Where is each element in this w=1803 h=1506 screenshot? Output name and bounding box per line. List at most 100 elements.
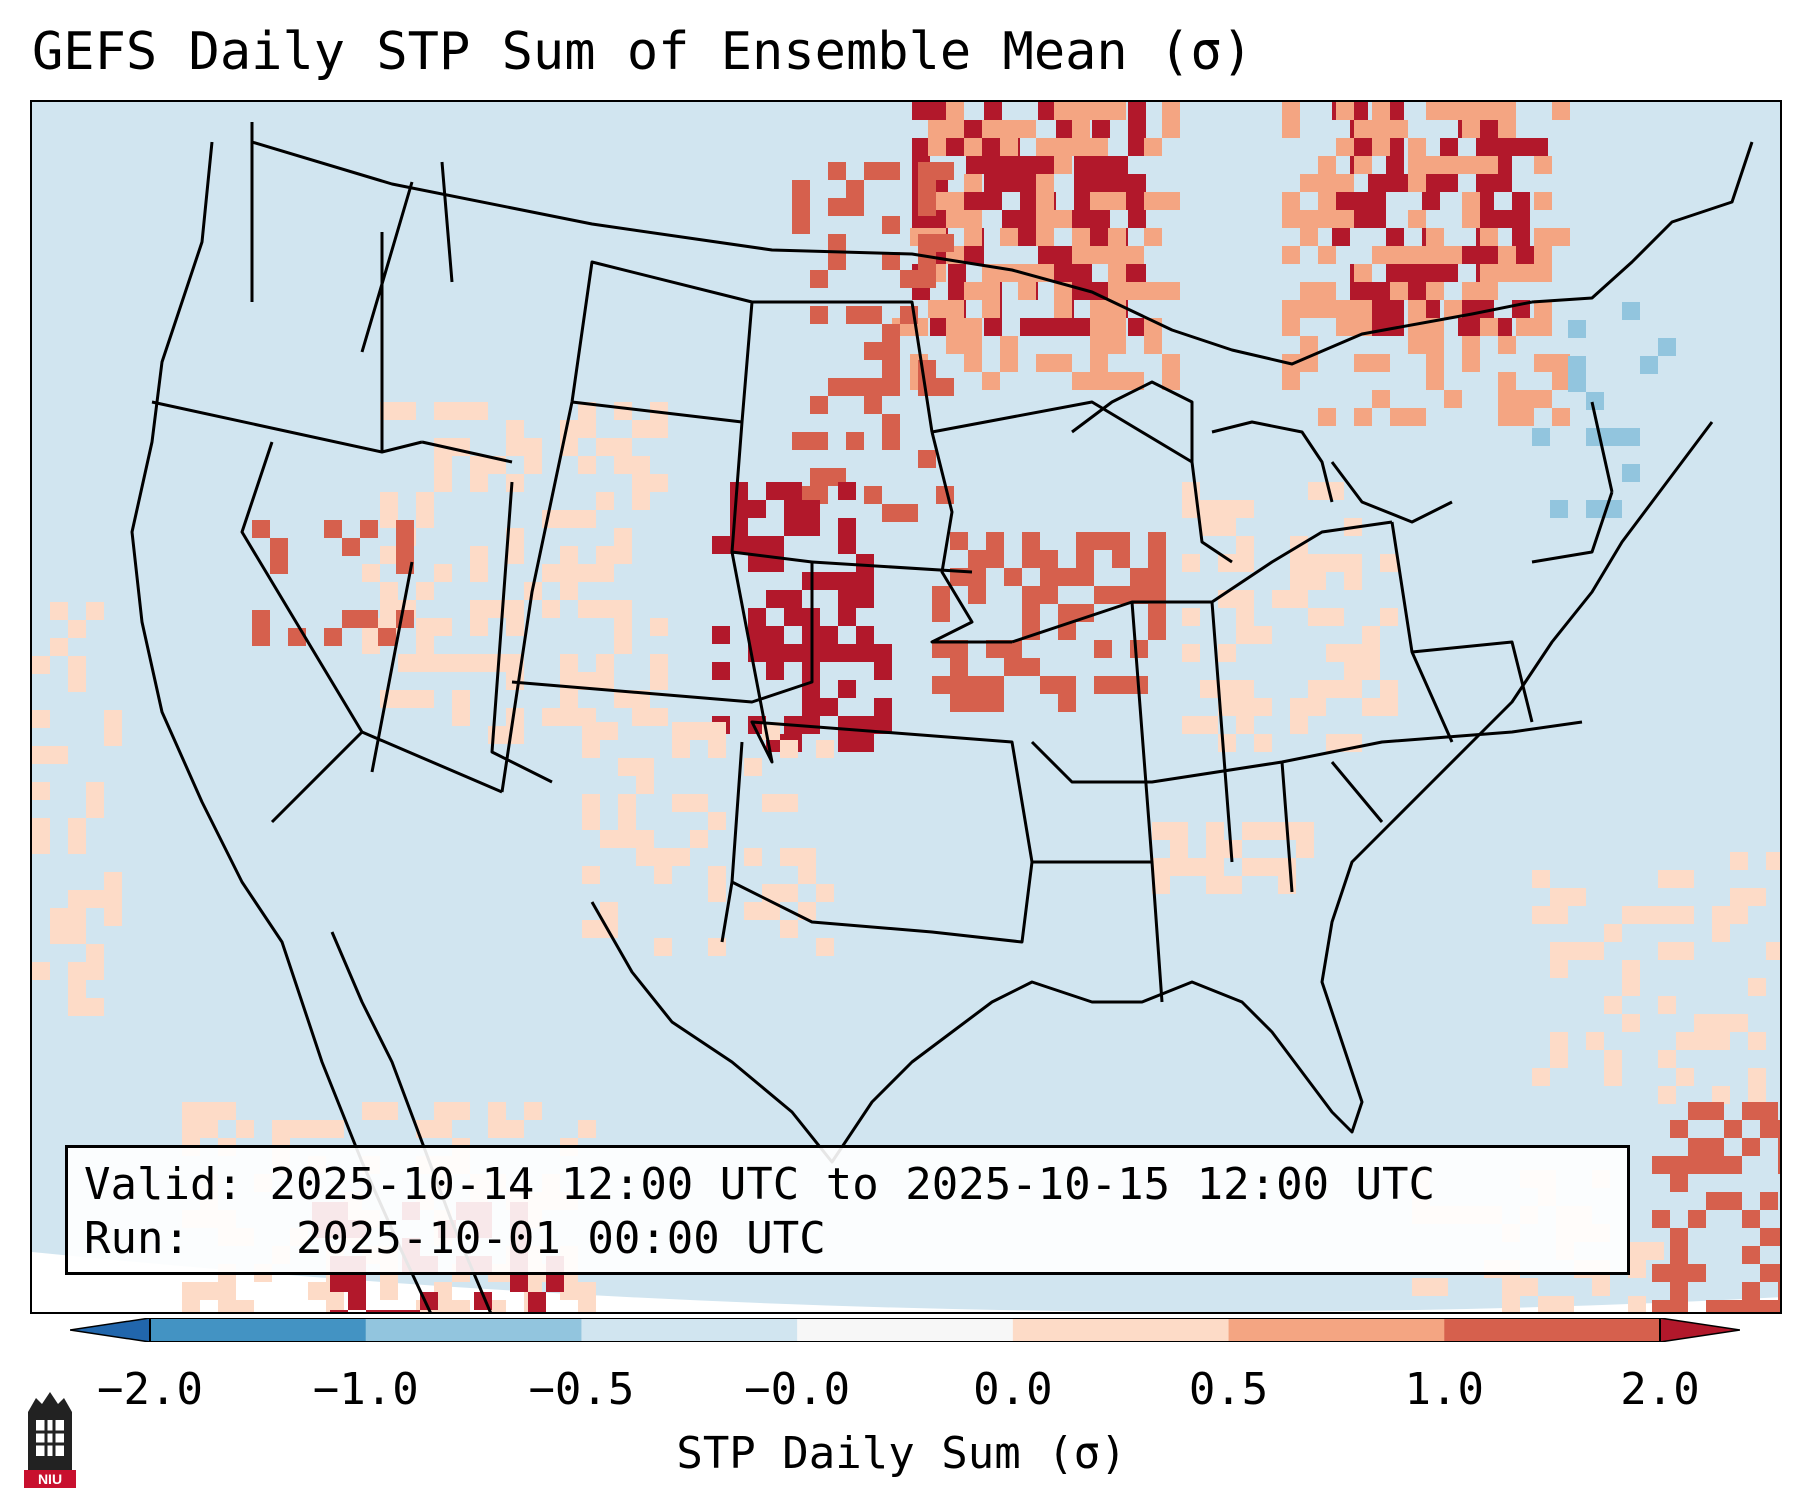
anomaly-cell [1236, 680, 1254, 698]
anomaly-cell [1532, 428, 1550, 446]
anomaly-cell [1778, 1120, 1780, 1138]
anomaly-cell [1260, 858, 1278, 876]
anomaly-cell [1300, 282, 1318, 300]
anomaly-cell [928, 300, 946, 318]
anomaly-cell [1282, 372, 1300, 390]
anomaly-cell [1036, 228, 1054, 246]
anomaly-cell [1020, 174, 1038, 192]
anomaly-cell [1004, 568, 1022, 586]
anomaly-cell [1000, 138, 1018, 156]
anomaly-cell [1730, 906, 1748, 924]
anomaly-cell [984, 192, 1002, 210]
anomaly-cell [416, 510, 434, 528]
anomaly-cell [1422, 300, 1440, 318]
anomaly-cell [1300, 336, 1318, 354]
anomaly-cell [748, 626, 766, 644]
anomaly-cell [1282, 300, 1300, 318]
anomaly-cell [882, 324, 900, 342]
anomaly-cell [918, 162, 936, 180]
anomaly-cell [1022, 586, 1040, 604]
anomaly-cell [1622, 960, 1640, 978]
anomaly-cell [636, 776, 654, 794]
anomaly-cell [784, 644, 802, 662]
colorbar-label: STP Daily Sum (σ) [676, 1428, 1127, 1479]
anomaly-cell [182, 1102, 200, 1120]
anomaly-cell [104, 872, 122, 890]
anomaly-cell [982, 120, 1000, 138]
anomaly-cell [1090, 138, 1108, 156]
anomaly-cell [1354, 354, 1372, 372]
anomaly-cell [380, 492, 398, 510]
anomaly-cell [1094, 640, 1112, 658]
anomaly-cell [1128, 174, 1146, 192]
anomaly-cell [1670, 1264, 1688, 1282]
anomaly-cell [1568, 320, 1586, 338]
anomaly-cell [1622, 1014, 1640, 1032]
anomaly-cell [748, 536, 766, 554]
anomaly-cell [968, 568, 986, 586]
anomaly-cell [1128, 102, 1146, 120]
colorbar-segment [365, 1318, 582, 1342]
anomaly-cell [506, 528, 524, 546]
anomaly-cell [966, 192, 984, 210]
anomaly-cell [1004, 658, 1022, 676]
anomaly-cell [1022, 658, 1040, 676]
anomaly-cell [1282, 246, 1300, 264]
anomaly-cell [1568, 374, 1586, 392]
anomaly-cell [434, 564, 452, 582]
anomaly-cell [1760, 1228, 1778, 1246]
anomaly-cell [1372, 138, 1390, 156]
anomaly-cell [1742, 1300, 1760, 1312]
anomaly-cell [1534, 318, 1552, 336]
anomaly-cell [864, 162, 882, 180]
anomaly-cell [1074, 156, 1092, 174]
anomaly-cell [1344, 644, 1362, 662]
anomaly-cell [708, 866, 726, 884]
anomaly-cell [856, 644, 874, 662]
anomaly-cell [780, 794, 798, 812]
anomaly-cell [1404, 282, 1422, 300]
anomaly-cell [1112, 532, 1130, 550]
anomaly-cell [1282, 210, 1300, 228]
anomaly-cell [748, 608, 766, 626]
anomaly-cell [1742, 1210, 1760, 1228]
anomaly-cell [810, 306, 828, 324]
anomaly-cell [1550, 500, 1568, 518]
anomaly-cell [1462, 336, 1480, 354]
anomaly-cell [618, 794, 636, 812]
anomaly-cell [1676, 1068, 1694, 1086]
anomaly-cell [1390, 120, 1408, 138]
anomaly-cell [1362, 626, 1380, 644]
anomaly-cell [366, 1310, 384, 1312]
anomaly-cell [838, 716, 856, 734]
anomaly-cell [578, 600, 596, 618]
anomaly-cell [1670, 1174, 1688, 1192]
colorbar-outline [149, 1318, 1661, 1342]
anomaly-cell [1502, 1296, 1520, 1312]
anomaly-cell [1336, 210, 1354, 228]
anomaly-cell [270, 538, 288, 556]
anomaly-cell [1308, 482, 1326, 500]
anomaly-cell [632, 492, 650, 510]
anomaly-cell [1766, 852, 1780, 870]
anomaly-cell [1344, 662, 1362, 680]
anomaly-cell [1670, 1228, 1688, 1246]
anomaly-cell [470, 402, 488, 420]
anomaly-cell [1502, 1278, 1520, 1296]
anomaly-cell [1386, 264, 1404, 282]
anomaly-cell [1408, 336, 1426, 354]
anomaly-cell [1126, 282, 1144, 300]
anomaly-cell [1386, 174, 1404, 192]
anomaly-cell [982, 300, 1000, 318]
anomaly-cell [614, 438, 632, 456]
anomaly-cell [1530, 138, 1548, 156]
anomaly-cell [1308, 554, 1326, 572]
anomaly-cell [636, 830, 654, 848]
anomaly-cell [1628, 1260, 1646, 1278]
anomaly-cell [744, 902, 762, 920]
anomaly-cell [838, 590, 856, 608]
anomaly-cell [650, 708, 668, 726]
anomaly-cell [1056, 120, 1074, 138]
anomaly-cell [1730, 852, 1748, 870]
anomaly-cell [470, 474, 488, 492]
